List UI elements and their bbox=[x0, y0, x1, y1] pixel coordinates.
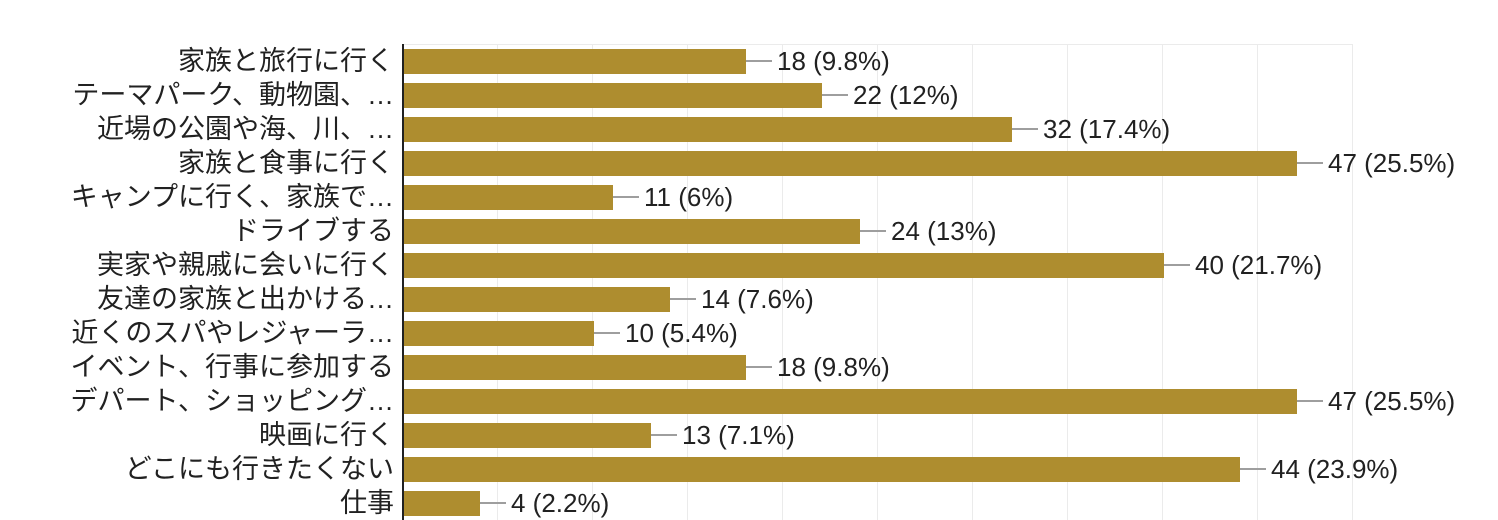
category-label: 映画に行く bbox=[259, 420, 394, 450]
category-label: 友達の家族と出かける… bbox=[97, 284, 394, 314]
x-gridline bbox=[782, 44, 783, 520]
leader-line bbox=[613, 196, 639, 198]
bar bbox=[404, 287, 670, 312]
value-label: 22 (12%) bbox=[853, 80, 959, 110]
leader-line bbox=[860, 230, 886, 232]
x-gridline bbox=[497, 44, 498, 520]
category-label: 実家や親戚に会いに行く bbox=[97, 250, 394, 280]
value-label: 47 (25.5%) bbox=[1328, 148, 1456, 178]
category-label: デパート、ショッピング… bbox=[70, 386, 394, 416]
leader-line bbox=[594, 332, 620, 334]
x-gridline bbox=[972, 44, 973, 520]
x-gridline bbox=[592, 44, 593, 520]
value-label: 14 (7.6%) bbox=[701, 284, 814, 314]
leader-line bbox=[651, 434, 677, 436]
bar bbox=[404, 457, 1240, 482]
category-label: イベント、行事に参加する bbox=[70, 352, 394, 382]
x-gridline bbox=[1352, 44, 1353, 520]
leader-line bbox=[480, 502, 506, 504]
x-gridline bbox=[877, 44, 878, 520]
category-label: どこにも行きたくない bbox=[124, 454, 394, 484]
category-label: キャンプに行く、家族で… bbox=[70, 182, 394, 212]
value-label: 11 (6%) bbox=[644, 182, 734, 212]
bar bbox=[404, 389, 1297, 414]
bar bbox=[404, 83, 822, 108]
leader-line bbox=[746, 60, 772, 62]
leader-line bbox=[1012, 128, 1038, 130]
category-label: 仕事 bbox=[340, 488, 394, 518]
bar bbox=[404, 253, 1164, 278]
x-gridline bbox=[687, 44, 688, 520]
bar bbox=[404, 219, 860, 244]
leader-line bbox=[746, 366, 772, 368]
leader-line bbox=[1240, 468, 1266, 470]
bar bbox=[404, 151, 1297, 176]
value-label: 40 (21.7%) bbox=[1195, 250, 1323, 280]
value-label: 18 (9.8%) bbox=[777, 46, 890, 76]
y-axis-line bbox=[402, 44, 404, 520]
category-label: 家族と食事に行く bbox=[178, 148, 394, 178]
x-gridline bbox=[1067, 44, 1068, 520]
bar bbox=[404, 355, 746, 380]
leader-line bbox=[1164, 264, 1190, 266]
value-label: 24 (13%) bbox=[891, 216, 997, 246]
value-label: 18 (9.8%) bbox=[777, 352, 890, 382]
leader-line bbox=[822, 94, 848, 96]
bar bbox=[404, 117, 1012, 142]
bar bbox=[404, 491, 480, 516]
category-label: 近くのスパやレジャーラ… bbox=[71, 318, 394, 348]
value-label: 13 (7.1%) bbox=[682, 420, 795, 450]
category-label: 家族と旅行に行く bbox=[178, 46, 394, 76]
leader-line bbox=[670, 298, 696, 300]
category-label: 近場の公園や海、川、… bbox=[97, 114, 394, 144]
value-label: 44 (23.9%) bbox=[1271, 454, 1399, 484]
bar bbox=[404, 423, 651, 448]
category-label: テーマパーク、動物園、… bbox=[72, 80, 394, 110]
value-label: 32 (17.4%) bbox=[1043, 114, 1171, 144]
bar bbox=[404, 321, 594, 346]
value-label: 10 (5.4%) bbox=[625, 318, 738, 348]
bar bbox=[404, 49, 746, 74]
category-label: ドライブする bbox=[232, 216, 394, 246]
value-label: 47 (25.5%) bbox=[1328, 386, 1456, 416]
bar bbox=[404, 185, 613, 210]
value-label: 4 (2.2%) bbox=[511, 488, 610, 518]
leader-line bbox=[1297, 400, 1323, 402]
leader-line bbox=[1297, 162, 1323, 164]
x-gridline bbox=[1257, 44, 1258, 520]
x-gridline bbox=[1162, 44, 1163, 520]
